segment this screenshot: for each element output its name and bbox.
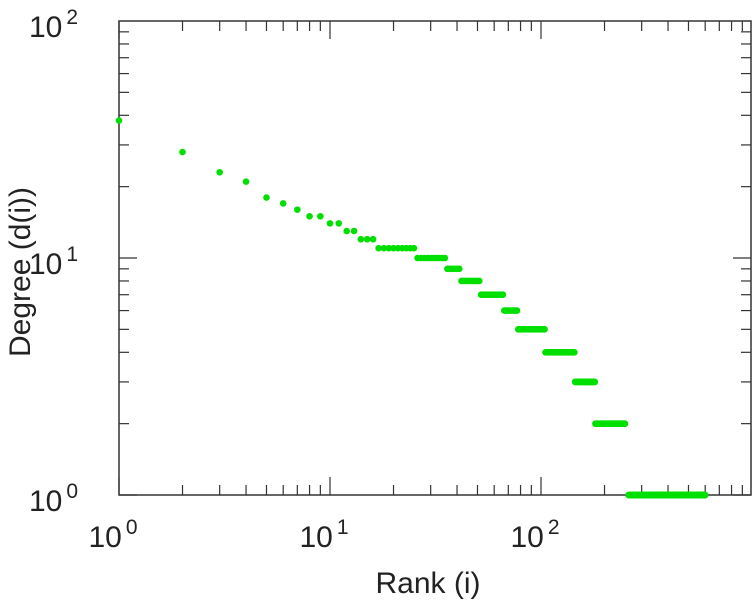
data-point: [410, 244, 418, 252]
data-point: [306, 212, 313, 220]
x-tick-exponent: 2: [548, 516, 560, 539]
y-tick-label: 10 0: [29, 480, 78, 518]
data-point: [375, 244, 382, 252]
data-point: [455, 265, 463, 273]
x-tick-exponent: 1: [337, 516, 349, 539]
data-point: [294, 206, 301, 213]
x-tick-label: 10 2: [510, 516, 559, 554]
data-point: [441, 254, 449, 262]
data-point: [242, 178, 250, 185]
y-axis-label: Degree (d(i)): [4, 187, 37, 357]
data-point: [335, 220, 343, 227]
tick-labels: 10 0 10 1 10 210 010 110 2: [29, 6, 560, 554]
data-point: [363, 235, 371, 243]
y-tick-exponent: 0: [66, 480, 78, 503]
data-point: [343, 227, 351, 235]
y-tick-exponent: 1: [66, 243, 78, 266]
x-axis-label: Rank (i): [375, 567, 480, 600]
x-tick-label: 10 0: [88, 516, 137, 554]
data-point: [115, 117, 123, 124]
data-point: [179, 148, 186, 156]
data-point: [357, 235, 365, 243]
data-point: [326, 220, 334, 227]
y-tick-label: 10 2: [29, 6, 78, 44]
data-point: [591, 378, 599, 386]
data-point: [369, 235, 377, 243]
data-point: [279, 200, 287, 207]
data-point: [350, 227, 358, 235]
data-point: [216, 168, 223, 176]
data-point: [317, 212, 324, 220]
data-point: [385, 244, 393, 252]
data-point: [499, 291, 507, 299]
data-point: [263, 194, 270, 201]
axis-ticks: [118, 21, 751, 496]
data-point: [621, 420, 629, 427]
x-tick-label: 10 1: [299, 516, 348, 554]
data-point: [701, 491, 709, 499]
data-point: [475, 277, 483, 285]
data-point: [380, 244, 388, 252]
y-tick-exponent: 2: [66, 6, 78, 29]
data-point: [571, 349, 578, 356]
x-tick-exponent: 0: [126, 516, 138, 539]
data-points: [115, 117, 709, 499]
data-point: [541, 326, 548, 333]
data-point: [513, 307, 521, 314]
